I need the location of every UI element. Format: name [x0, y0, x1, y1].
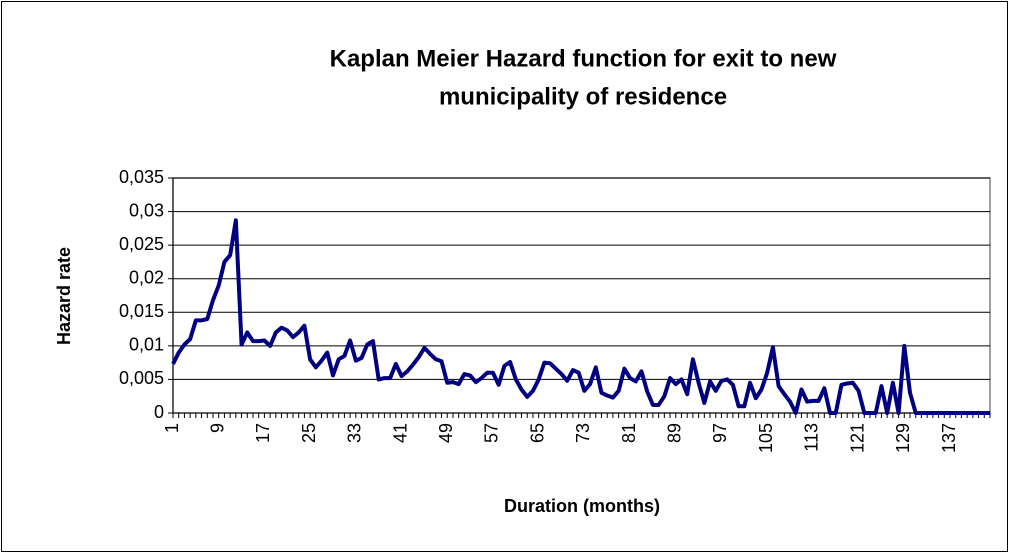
plot-area — [172, 177, 991, 414]
y-tick-label: 0,01 — [129, 335, 164, 355]
y-tick-label: 0,005 — [119, 368, 164, 388]
y-tick-label: 0,025 — [119, 234, 164, 254]
data-line — [171, 218, 990, 415]
x-axis-title: Duration (months) — [504, 496, 660, 516]
y-tick-label: 0,015 — [119, 301, 164, 321]
x-tick-label: 41 — [390, 423, 410, 443]
x-tick-label: 81 — [619, 423, 639, 443]
x-tick-label: 9 — [207, 423, 227, 433]
y-tick-label: 0,03 — [129, 200, 164, 220]
x-tick-label: 113 — [802, 423, 822, 452]
x-tick-label: 57 — [482, 423, 502, 443]
x-tick-label: 17 — [253, 423, 273, 443]
x-tick-label: 137 — [939, 423, 959, 453]
x-tick-label: 121 — [847, 423, 867, 453]
y-axis-title: Hazard rate — [54, 247, 74, 345]
x-tick-label: 97 — [710, 423, 730, 443]
x-tick-label: 73 — [573, 423, 593, 443]
y-tick-label: 0 — [154, 402, 164, 422]
x-tick-label: 129 — [893, 423, 913, 453]
x-tick-label: 65 — [527, 423, 547, 443]
chart-title: Kaplan Meier Hazard function for exit to… — [330, 45, 837, 72]
x-tick-label: 89 — [665, 423, 685, 443]
x-tick-label: 105 — [756, 423, 776, 453]
x-tick-label: 33 — [345, 423, 365, 443]
x-tick-label: 49 — [436, 423, 456, 443]
x-tick-label: 1 — [162, 423, 182, 433]
x-tick-label: 25 — [299, 423, 319, 443]
y-tick-label: 0,035 — [119, 167, 164, 187]
y-tick-label: 0,02 — [129, 267, 164, 287]
chart-title: municipality of residence — [439, 83, 727, 110]
